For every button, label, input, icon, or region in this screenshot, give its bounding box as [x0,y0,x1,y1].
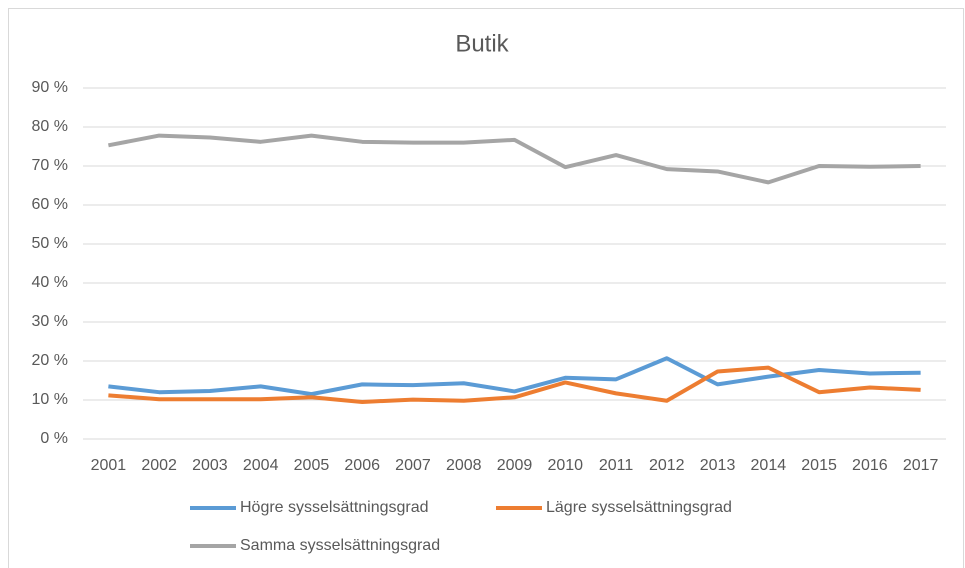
chart-title: Butik [455,30,509,57]
series-line [108,365,921,404]
x-tick-label: 2001 [91,457,127,474]
y-tick-label: 0 % [40,430,68,447]
y-tick-label: 40 % [32,274,68,291]
y-tick-label: 90 % [32,79,68,96]
series-line [108,133,921,185]
x-tick-label: 2003 [192,457,228,474]
x-tick-label: 2005 [294,457,330,474]
x-tick-label: 2013 [700,457,736,474]
x-tick-label: 2016 [852,457,888,474]
legend-label: Lägre sysselsättningsgrad [546,499,732,516]
x-tick-label: 2008 [446,457,482,474]
x-tick-label: 2007 [395,457,431,474]
y-tick-label: 60 % [32,196,68,213]
x-tick-label: 2004 [243,457,279,474]
legend-label: Samma sysselsättningsgrad [240,537,440,554]
x-tick-label: 2009 [497,457,533,474]
x-tick-label: 2012 [649,457,685,474]
x-tick-label: 2006 [344,457,380,474]
y-tick-label: 50 % [32,235,68,252]
y-tick-label: 20 % [32,352,68,369]
legend-label: Högre sysselsättningsgrad [240,499,429,516]
y-tick-label: 10 % [32,391,68,408]
y-tick-label: 80 % [32,118,68,135]
x-tick-label: 2015 [801,457,837,474]
y-tick-label: 30 % [32,313,68,330]
x-tick-label: 2002 [141,457,177,474]
x-tick-label: 2010 [547,457,583,474]
y-tick-label: 70 % [32,157,68,174]
x-tick-label: 2011 [599,457,634,474]
x-tick-label: 2017 [903,457,939,474]
x-tick-label: 2014 [751,457,787,474]
chart-border [8,8,964,568]
